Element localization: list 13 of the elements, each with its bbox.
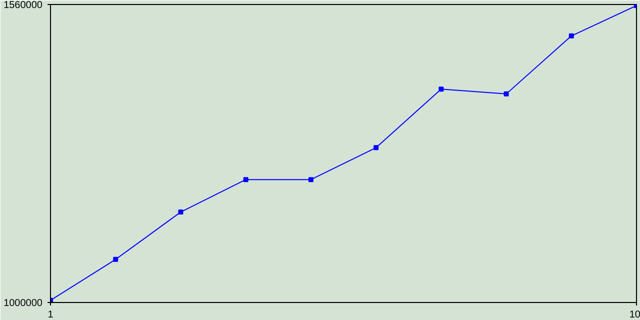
point [308,177,314,182]
point [113,256,118,262]
point [374,145,379,150]
point [504,91,509,96]
point [243,177,248,182]
x-tick-label: 1 [48,310,54,320]
point [568,33,574,38]
line-series [50,4,636,302]
y-tick-label: 1560000 [4,0,43,11]
y-tick-label: 1000000 [4,298,43,309]
point [178,210,184,215]
point [438,86,444,92]
x-tick-label: 10 [629,310,640,320]
